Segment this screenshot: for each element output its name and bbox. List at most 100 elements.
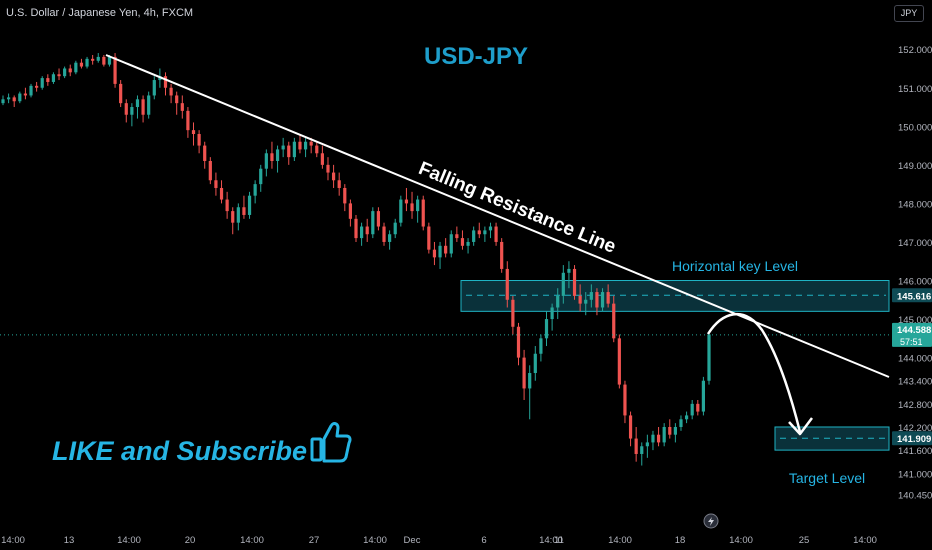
candle-body: [320, 153, 324, 165]
candle-body: [40, 78, 44, 88]
candle-body: [572, 268, 577, 296]
candle-body: [466, 241, 470, 246]
candle-body: [505, 268, 509, 300]
candle-body: [208, 160, 212, 181]
candle-body: [331, 172, 336, 181]
y-tick-label: 141.000: [898, 469, 932, 480]
y-tick-label: 146.000: [898, 277, 932, 288]
candle-body: [679, 419, 683, 427]
candle: [292, 137, 296, 161]
candle: [79, 58, 84, 69]
candle: [673, 423, 677, 443]
lightning-bolt: [708, 517, 714, 526]
candle: [421, 195, 425, 231]
candle-body: [270, 153, 274, 161]
candle: [197, 130, 201, 154]
candle-body: [690, 403, 694, 416]
candle: [432, 241, 437, 266]
candle: [18, 91, 22, 104]
candle: [556, 288, 560, 320]
candle: [29, 83, 33, 98]
candle-body: [46, 78, 50, 82]
candle: [416, 195, 420, 223]
candle-body: [292, 141, 296, 158]
candle: [203, 141, 207, 169]
candle: [348, 199, 352, 227]
candle: [584, 292, 588, 316]
current-price-label-bg: [892, 322, 932, 347]
candle-body: [382, 226, 386, 242]
candle-body: [416, 199, 420, 212]
thumb-cuff: [310, 437, 323, 462]
candle: [85, 56, 89, 69]
candle: [477, 222, 481, 239]
y-tick-label: 150.000: [898, 122, 932, 133]
zones-layer: [460, 280, 890, 451]
candle: [12, 95, 16, 108]
y-tick-label: 144.000: [898, 354, 932, 365]
key-level-label: Horizontal key Level: [672, 258, 798, 274]
candle-body: [371, 211, 375, 235]
zone-price-label: 145.616: [897, 291, 931, 302]
candles-layer: [1, 53, 711, 466]
candle-body: [488, 226, 493, 231]
candle: [595, 288, 599, 316]
thumb-hand: [322, 422, 352, 463]
candle: [472, 226, 476, 246]
candle: [253, 180, 257, 204]
candle-body: [236, 207, 240, 223]
candle: [393, 218, 397, 239]
candle-body: [410, 203, 414, 212]
candle: [662, 423, 666, 447]
candle-body: [152, 80, 156, 96]
candle: [337, 172, 341, 196]
candle: [57, 68, 61, 81]
candle-body: [438, 245, 442, 258]
price-axis[interactable]: 152.000 151.000 150.000 149.000 148.000 147.0…: [892, 45, 932, 501]
candle: [701, 376, 705, 416]
candle: [365, 218, 369, 242]
candle: [388, 230, 392, 250]
candle-body: [477, 230, 481, 235]
promo-text: LIKE and Subscribe: [52, 436, 307, 466]
candle-body: [135, 99, 140, 108]
candle: [399, 195, 403, 227]
candle-body: [214, 180, 218, 188]
candle: [147, 91, 151, 119]
y-tick-label: 143.400: [898, 377, 932, 388]
candle-body: [68, 68, 72, 73]
candle-body: [343, 187, 347, 204]
candle: [696, 400, 700, 416]
candle-body: [701, 380, 705, 412]
current-price-label: 144.588: [897, 325, 931, 336]
candle: [124, 99, 128, 123]
candle-body: [494, 226, 498, 242]
candle: [651, 430, 655, 451]
candle: [74, 60, 78, 75]
candle-body: [684, 415, 689, 420]
candle-body: [91, 58, 95, 61]
candle-body: [281, 145, 285, 150]
candle: [180, 95, 184, 119]
candle: [96, 53, 100, 63]
candle-body: [23, 93, 28, 96]
candle: [270, 141, 274, 169]
candle-body: [242, 207, 246, 215]
candle-body: [595, 292, 599, 308]
candle-body: [483, 230, 487, 235]
candle: [315, 141, 319, 158]
candle: [707, 330, 711, 385]
candle: [444, 238, 448, 258]
candle: [550, 303, 554, 331]
candle: [35, 81, 39, 92]
target-level-label: Target Level: [789, 470, 865, 486]
candle: [589, 284, 593, 308]
candle: [343, 184, 347, 212]
y-tick-label: 149.000: [898, 161, 932, 172]
candle-body: [63, 68, 67, 77]
candle-body: [561, 272, 565, 296]
currency-button[interactable]: JPY: [894, 5, 924, 22]
candle-body: [298, 141, 302, 150]
